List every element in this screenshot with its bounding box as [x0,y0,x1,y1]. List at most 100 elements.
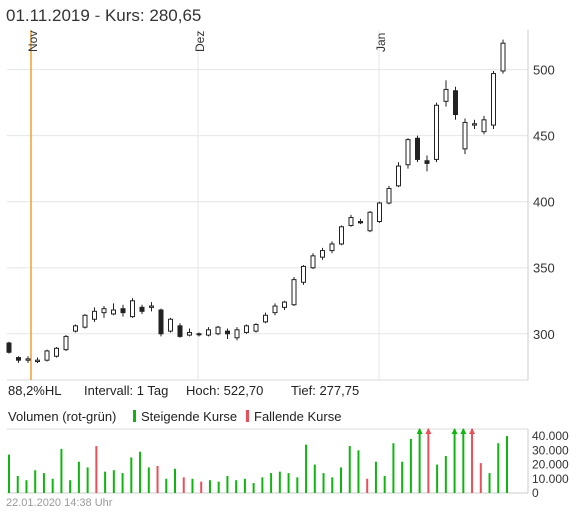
candle [35,357,40,364]
falling-swatch-icon [246,410,249,422]
candle [310,253,316,270]
candle [472,119,477,130]
volume-bar [139,451,142,493]
price-tick-label: 400 [533,195,555,210]
candle [92,307,97,322]
legend-rising-label: Steigende Kurse [141,409,238,424]
candle [253,323,259,333]
volume-bar [418,429,421,493]
volume-bar [51,478,54,493]
candle-body [358,221,363,224]
candle [25,356,31,363]
candle [377,201,382,223]
volume-bar [77,461,80,493]
tief-label: Tief: [291,383,316,398]
candle-body [329,243,335,252]
candle [415,135,420,163]
candle [111,303,116,316]
candle-body [320,250,325,258]
candle-body [82,314,88,328]
volume-legend-title: Volumen (rot-grün) [8,409,117,424]
candle-body [472,123,477,126]
candle [16,356,21,363]
candle-body [405,139,411,166]
candle [424,155,430,172]
candle [481,115,487,135]
candle-body [415,137,420,160]
volume-bar [34,470,37,493]
volume-tick-label: 30.000 [532,443,569,457]
candle [244,324,249,334]
volume-bar [453,429,456,493]
candle-body [453,90,458,116]
volume-bar [471,429,474,493]
hoch-value: 522,70 [223,383,264,398]
candle-body [377,202,382,223]
intervall-label: Intervall: [84,383,134,398]
volume-bar [200,481,203,493]
candle [215,325,221,336]
candle [358,218,363,225]
candle [101,306,107,318]
volume-bar [174,468,176,493]
candle-body [168,318,173,332]
volume-bar [42,473,45,493]
volume-bar [296,477,299,493]
timestamp-footer: 22.01.2020 14:38 Uhr [6,497,113,509]
candle [301,265,306,285]
volume-bar [86,467,89,493]
candle [320,247,325,260]
volume-bar [60,448,63,493]
candle [396,162,401,188]
volume-bar [165,478,168,493]
tief-info: Tief: 277,75 [291,383,359,398]
overflow-arrow-icon [469,428,476,434]
candle [73,324,78,333]
candle-body [196,333,202,336]
volume-bar [226,475,229,493]
candle [367,210,373,233]
volume-bar [156,465,159,493]
header-kurs-label: Kurs: [104,6,145,25]
overflow-arrow-icon [416,428,423,434]
candle-body [54,347,59,357]
volume-bar [436,464,439,493]
volume-bar [191,478,194,493]
volume-bar [270,473,273,493]
volume-bar [243,478,246,493]
candle-body [225,330,230,335]
candle [120,304,126,317]
candle [443,80,449,107]
candle-body [25,358,31,361]
intervall-info: Intervall: 1 Tag [84,383,168,398]
legend-rising: Steigende Kurse [133,409,237,424]
candle-body [44,350,50,361]
volume-bar [121,473,124,493]
volume-bar [208,480,211,493]
volume-bar [401,461,404,493]
candle-body [63,335,69,351]
hoch-info: Hoch: 522,70 [186,383,263,398]
candle-body [367,211,373,232]
candle [139,304,145,314]
volume-bar [278,471,281,493]
candle [82,313,88,329]
header-date: 01.11.2019 [6,6,90,25]
candle [291,276,297,307]
volume-bar [69,480,72,493]
volume-bar [217,481,220,493]
price-tick-label: 500 [533,63,555,78]
month-tick-label: Dez [193,31,207,52]
candle [453,86,458,120]
volume-bar [366,478,369,493]
volume-bar [488,473,491,493]
volume-bar [252,483,255,493]
candle-body [462,121,468,150]
candle-body [120,308,126,314]
candle-body [130,300,135,318]
volume-bar [462,429,465,493]
candle-body [244,325,249,333]
candle [225,328,230,340]
volume-bar [104,471,107,493]
